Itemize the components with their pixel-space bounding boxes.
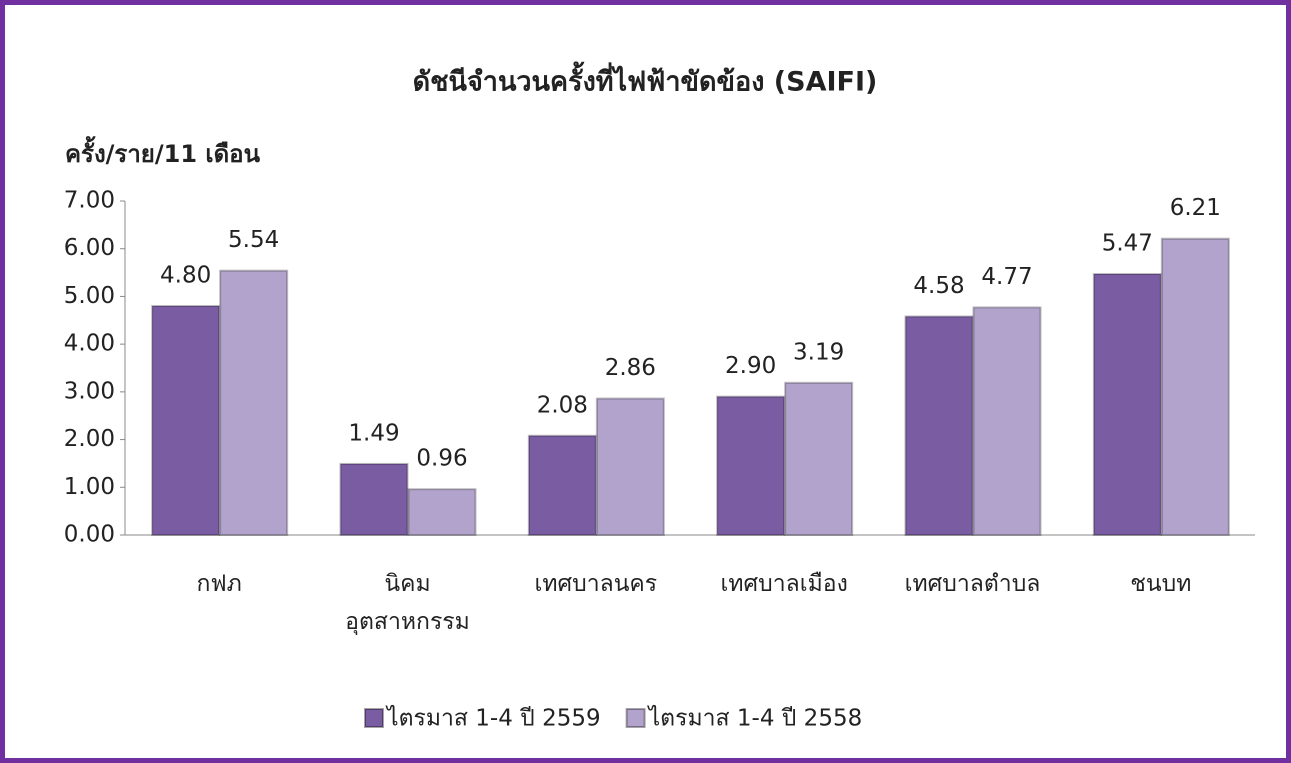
value-label: 4.77	[981, 264, 1032, 290]
bar	[339, 462, 409, 536]
y-tick-label: 5.00	[64, 283, 115, 309]
value-label: 2.86	[605, 355, 656, 381]
value-label: 6.21	[1170, 195, 1221, 221]
value-label: 2.90	[725, 353, 776, 379]
y-tick-label: 3.00	[64, 378, 115, 404]
x-tick-label: เทศบาลตำบล	[904, 571, 1041, 597]
x-tick-label: กฟภ	[196, 571, 242, 597]
bar	[151, 304, 221, 536]
y-tick-label: 0.00	[64, 522, 115, 548]
value-label: 4.80	[160, 262, 211, 288]
x-tick-label: นิคม อุตสาหกรรม	[345, 571, 470, 635]
x-tick-label: เทศบาลนคร	[534, 571, 658, 597]
bar	[972, 306, 1042, 536]
y-tick-label: 1.00	[64, 474, 115, 500]
bar	[1092, 273, 1162, 536]
value-label: 5.47	[1102, 231, 1153, 257]
bar	[716, 395, 786, 536]
legend-marker	[364, 708, 384, 728]
legend-label: ไตรมาส 1-4 ปี 2559	[385, 705, 601, 732]
value-label: 0.96	[416, 446, 467, 472]
chart: ดัชนีจำนวนครั้งที่ไฟฟ้าขัดข้อง (SAIFI) ค…	[64, 61, 1255, 732]
bar	[1160, 237, 1230, 537]
bar	[219, 269, 289, 536]
y-tick-label: 2.00	[64, 426, 115, 452]
bar	[904, 315, 974, 536]
legend-label: ไตรมาส 1-4 ปี 2558	[647, 705, 863, 732]
value-label: 1.49	[348, 420, 399, 446]
bar	[595, 397, 665, 536]
y-tick-label: 4.00	[64, 331, 115, 357]
legend-marker	[625, 708, 646, 728]
value-label: 4.58	[913, 273, 964, 299]
bar	[784, 381, 854, 537]
chart-title: ดัชนีจำนวนครั้งที่ไฟฟ้าขัดข้อง (SAIFI)	[413, 61, 878, 98]
y-tick-label: 6.00	[64, 235, 115, 261]
value-label: 2.08	[537, 392, 588, 418]
y-tick-label: 7.00	[64, 188, 115, 214]
x-tick-label: เทศบาลเมือง	[720, 571, 848, 597]
x-tick-label: ชนบท	[1130, 571, 1192, 597]
value-label: 3.19	[793, 339, 844, 365]
value-label: 5.54	[228, 227, 279, 253]
bar	[527, 434, 597, 536]
y-axis-label: ครั้ง/ราย/11 เดือน	[65, 135, 261, 168]
bar	[407, 488, 477, 536]
